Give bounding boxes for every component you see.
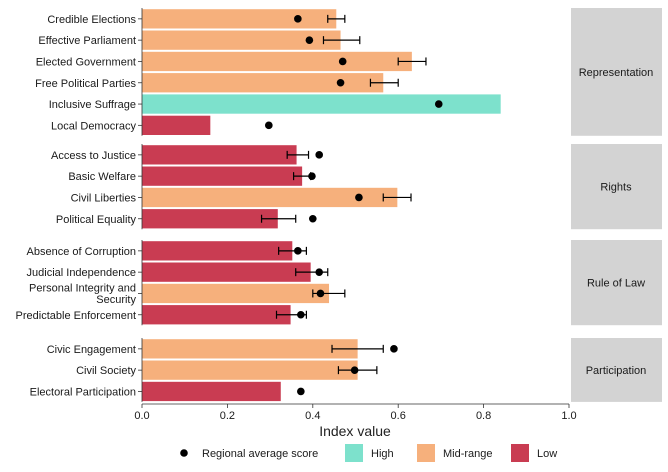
y-tick-label: Inclusive Suffrage bbox=[49, 99, 136, 111]
y-tick-label: Effective Parliament bbox=[38, 35, 136, 47]
facet-strip bbox=[571, 338, 662, 402]
facet-strip bbox=[571, 240, 662, 326]
facet-strip-label: Rule of Law bbox=[587, 278, 645, 290]
legend-label: Low bbox=[537, 448, 557, 460]
regional-average-point bbox=[315, 268, 324, 276]
y-tick-label: Political Equality bbox=[56, 214, 137, 226]
bar bbox=[142, 94, 501, 114]
regional-average-point bbox=[294, 15, 302, 23]
bar bbox=[142, 30, 341, 50]
regional-average-point bbox=[336, 78, 345, 87]
legend: Regional average score High Mid-range Low bbox=[180, 444, 557, 462]
y-tick-label: Civic Engagement bbox=[47, 344, 136, 356]
facet-strip-label: Participation bbox=[586, 365, 647, 377]
legend-point-key bbox=[180, 449, 188, 457]
x-tick-label: 0.4 bbox=[305, 410, 320, 422]
legend-swatch bbox=[345, 444, 363, 462]
facet-strips: Representation Rights Rule of Law Participa… bbox=[571, 8, 662, 402]
regional-average-point bbox=[265, 121, 273, 130]
y-tick-label: Predictable Enforcement bbox=[16, 310, 136, 322]
regional-average-point bbox=[316, 289, 325, 298]
regional-average-point bbox=[305, 36, 314, 44]
y-tick-label: Local Democracy bbox=[51, 120, 136, 132]
x-tick-label: 0.8 bbox=[476, 410, 491, 422]
regional-average-point bbox=[297, 387, 305, 396]
y-tick-label: Elected Government bbox=[36, 56, 136, 68]
y-tick-label: Access to Justice bbox=[51, 150, 136, 162]
y-axis-labels: Credible Elections Effective Parliament El… bbox=[16, 8, 143, 402]
y-tick-label: Civil Society bbox=[76, 365, 136, 377]
bar bbox=[142, 241, 293, 261]
bar bbox=[142, 187, 398, 208]
y-tick-label: Credible Elections bbox=[47, 14, 136, 26]
facet-strip bbox=[571, 144, 662, 230]
y-tick-label: Basic Welfare bbox=[68, 171, 136, 183]
y-tick-label: Personal Integrity and Security bbox=[29, 282, 137, 306]
bar bbox=[142, 51, 412, 72]
regional-average-point bbox=[355, 193, 363, 202]
regional-average-point bbox=[350, 366, 359, 374]
bar bbox=[142, 9, 337, 29]
facet-strip-label: Representation bbox=[579, 67, 654, 79]
bar bbox=[142, 360, 358, 380]
bar bbox=[142, 262, 311, 282]
x-tick-label: 0.0 bbox=[134, 410, 149, 422]
legend-swatch bbox=[511, 444, 529, 462]
regional-average-point bbox=[297, 310, 305, 319]
bar bbox=[142, 73, 384, 93]
y-tick-label: Electoral Participation bbox=[30, 386, 136, 398]
bar bbox=[142, 145, 297, 165]
bar bbox=[142, 381, 281, 402]
legend-label: High bbox=[371, 448, 394, 460]
regional-average-point bbox=[308, 172, 316, 180]
legend-label: Mid-range bbox=[443, 448, 493, 460]
facet-strip-label: Rights bbox=[600, 182, 632, 194]
x-axis-title: Index value bbox=[319, 423, 391, 439]
y-tick-label: Free Political Parties bbox=[35, 78, 136, 90]
y-tick-label-line: Personal Integrity and bbox=[29, 282, 136, 294]
x-axis: 0.0 0.2 0.4 0.6 0.8 1.0 bbox=[134, 403, 577, 422]
x-tick-label: 0.6 bbox=[391, 410, 406, 422]
bar bbox=[142, 339, 358, 359]
regional-average-point bbox=[434, 100, 443, 108]
regional-average-point bbox=[338, 57, 347, 66]
legend-swatch bbox=[417, 444, 435, 462]
y-tick-label: Judicial Independence bbox=[27, 267, 136, 279]
legend-point-label: Regional average score bbox=[202, 448, 318, 460]
x-tick-label: 1.0 bbox=[561, 410, 576, 422]
y-tick-label: Civil Liberties bbox=[71, 192, 137, 204]
bar bbox=[142, 115, 211, 135]
bar bbox=[142, 305, 291, 325]
facet-strip bbox=[571, 8, 662, 136]
y-tick-label-line: Security bbox=[96, 294, 136, 306]
regional-average-point bbox=[315, 151, 324, 159]
y-tick-label: Absence of Corruption bbox=[27, 246, 136, 258]
regional-average-point bbox=[390, 345, 398, 353]
regional-average-point bbox=[294, 247, 302, 255]
panels bbox=[142, 9, 501, 402]
x-tick-label: 0.2 bbox=[220, 410, 235, 422]
regional-average-point bbox=[309, 214, 317, 223]
bar bbox=[142, 209, 278, 229]
bar bbox=[142, 283, 330, 304]
bar bbox=[142, 166, 303, 186]
